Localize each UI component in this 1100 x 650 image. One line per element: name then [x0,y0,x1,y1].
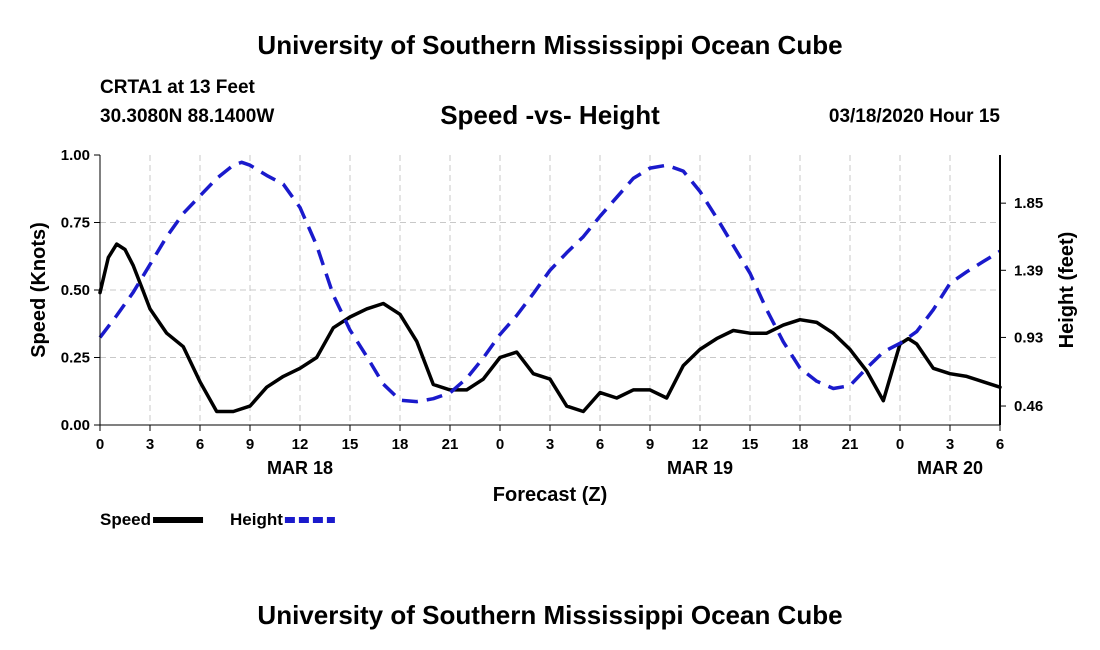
chart-title: Speed -vs- Height [440,100,660,130]
station-label: CRTA1 at 13 Feet [100,77,255,98]
x-axis-title: Forecast (Z) [493,484,607,506]
x-tick-label: 18 [392,436,409,453]
speed-series-line [98,242,1002,414]
y-tick-label: 1.00 [61,147,90,164]
legend: Speed Height [100,510,335,529]
y2-tick-label: 1.39 [1014,262,1043,279]
x-tick-label: 21 [842,436,859,453]
x-tick-label: 15 [342,436,359,453]
height-series-line [98,160,1001,404]
y-tick-label: 0.50 [61,282,90,299]
y-tick-label: 0.00 [61,417,90,434]
x-tick-label: 15 [742,436,759,453]
date-label: MAR 18 [267,458,333,478]
x-tick-label: 3 [946,436,954,453]
x-tick-label: 12 [292,436,309,453]
y2-tick-label: 0.93 [1014,329,1043,346]
forecast-datestamp: 03/18/2020 Hour 15 [828,106,1000,127]
legend-label-height: Height [230,510,283,529]
x-tick-label: 3 [146,436,154,453]
grid [100,155,1000,425]
y2-tick-label: 0.46 [1014,398,1043,415]
x-tick-label: 12 [692,436,709,453]
x-tick-label: 9 [246,436,254,453]
footer-title: University of Southern Mississippi Ocean… [257,600,843,630]
y-axis-title: Speed (Knots) [28,222,50,358]
y2-tick-label: 1.85 [1014,195,1043,212]
x-tick-label: 18 [792,436,809,453]
y-tick-label: 0.75 [61,215,90,232]
series-layer [98,160,1002,414]
x-tick-label: 0 [896,436,904,453]
axis-labels: 0 3 6 9 12 15 18 21 0 3 6 9 12 15 18 21 0 3 6 0.00 0.25 0.50 0… [28,147,1078,506]
x-tick-label: 6 [596,436,604,453]
date-label: MAR 20 [917,458,983,478]
x-tick-label: 9 [646,436,654,453]
y-tick-label: 0.25 [61,350,90,367]
y2-axis-title: Height (feet) [1056,232,1078,349]
x-tick-label: 6 [196,436,204,453]
x-tick-label: 0 [96,436,104,453]
x-tick-label: 21 [442,436,459,453]
legend-label-speed: Speed [100,510,151,529]
page-title: University of Southern Mississippi Ocean… [257,30,843,60]
axes [94,154,1006,431]
x-tick-label: 6 [996,436,1004,453]
x-tick-label: 3 [546,436,554,453]
date-label: MAR 19 [667,458,733,478]
station-coordinates: 30.3080N 88.1400W [100,106,275,127]
x-tick-label: 0 [496,436,504,453]
